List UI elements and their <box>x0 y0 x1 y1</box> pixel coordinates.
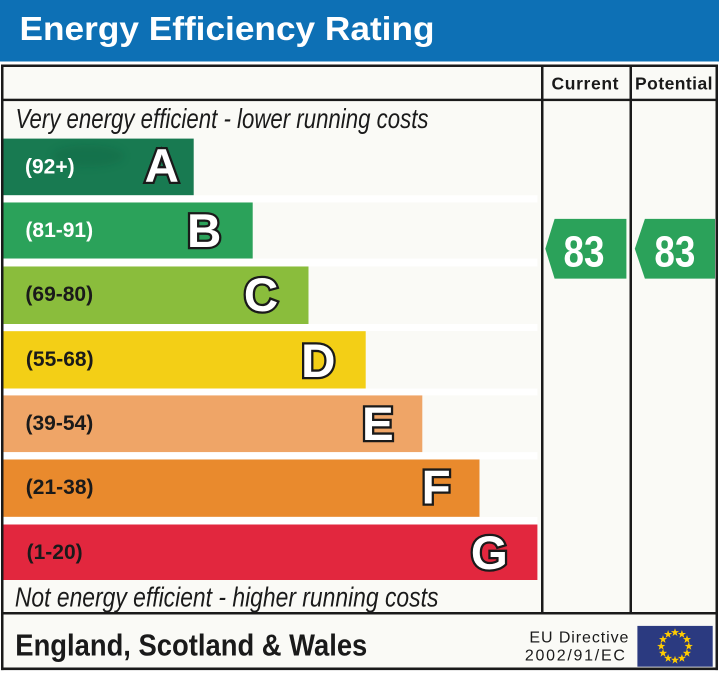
svg-text:83: 83 <box>654 227 695 276</box>
svg-text:England, Scotland & Wales: England, Scotland & Wales <box>15 627 367 662</box>
svg-text:(81-91): (81-91) <box>25 219 93 242</box>
svg-text:(39-54): (39-54) <box>26 412 94 435</box>
svg-text:EU Directive: EU Directive <box>529 629 628 646</box>
svg-text:Energy Efficiency Rating: Energy Efficiency Rating <box>20 10 435 47</box>
svg-text:2002/91/EC: 2002/91/EC <box>525 648 625 665</box>
svg-text:(1-20): (1-20) <box>27 541 83 564</box>
svg-text:C: C <box>244 269 278 322</box>
svg-text:Not energy efficient - higher: Not energy efficient - higher running co… <box>15 581 439 612</box>
svg-text:(21-38): (21-38) <box>26 476 94 499</box>
svg-text:F: F <box>422 462 451 515</box>
svg-text:(92+): (92+) <box>25 155 75 178</box>
svg-text:Current: Current <box>552 74 619 94</box>
svg-text:E: E <box>362 398 394 451</box>
svg-text:B: B <box>187 205 221 258</box>
svg-text:G: G <box>471 527 508 580</box>
svg-text:(69-80): (69-80) <box>25 283 93 306</box>
svg-text:Potential: Potential <box>635 74 713 94</box>
svg-text:D: D <box>301 335 335 388</box>
svg-text:A: A <box>145 140 179 193</box>
svg-text:Very energy efficient - lower: Very energy efficient - lower running co… <box>16 103 429 134</box>
svg-text:83: 83 <box>564 227 605 276</box>
svg-text:(55-68): (55-68) <box>26 348 94 371</box>
